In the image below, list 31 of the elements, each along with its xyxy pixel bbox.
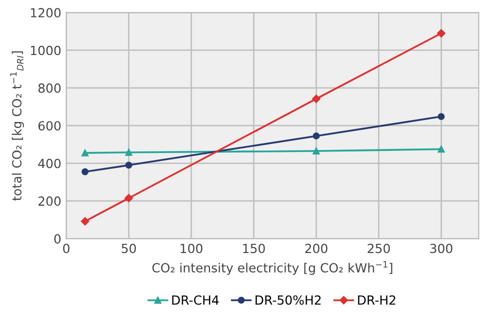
point — [437, 29, 446, 38]
point — [438, 113, 445, 120]
x-tick-label: 100 — [180, 244, 202, 254]
point — [125, 148, 132, 156]
point — [312, 132, 320, 140]
point — [312, 94, 320, 103]
x-tick-label: 150 — [243, 244, 265, 254]
y-axis-title: total CO₂ [kg CO₂ t$^{−1}$$_{DRI}$] — [10, 51, 24, 201]
legend-label: DR-H2 — [358, 295, 396, 305]
x-tick-label: 250 — [368, 244, 390, 254]
y-tick-label: 400 — [38, 158, 61, 168]
legend-label: DR-50%H2 — [256, 295, 321, 305]
point — [80, 217, 90, 226]
legend-label: DR-CH4 — [172, 295, 219, 305]
y-tick-label: 600 — [38, 121, 61, 131]
point — [82, 168, 89, 176]
y-tick-label: 0 — [54, 234, 61, 244]
x-tick-label: 50 — [122, 244, 136, 254]
y-tick-label: 1000 — [30, 46, 61, 56]
point — [312, 148, 320, 155]
y-tick-label: 200 — [38, 196, 61, 206]
x-tick-label: 200 — [305, 244, 328, 254]
point — [125, 162, 132, 169]
y-tick-label: 800 — [38, 83, 61, 93]
x-tick-label: 0 — [63, 244, 70, 254]
point — [82, 149, 89, 156]
x-tick-label: 300 — [430, 244, 452, 254]
point — [438, 146, 445, 153]
point — [124, 194, 133, 202]
x-axis-title: CO₂ intensity electricity [g CO₂ kWh$^{−1}$] — [152, 261, 392, 275]
y-tick-label: 1200 — [30, 8, 61, 18]
